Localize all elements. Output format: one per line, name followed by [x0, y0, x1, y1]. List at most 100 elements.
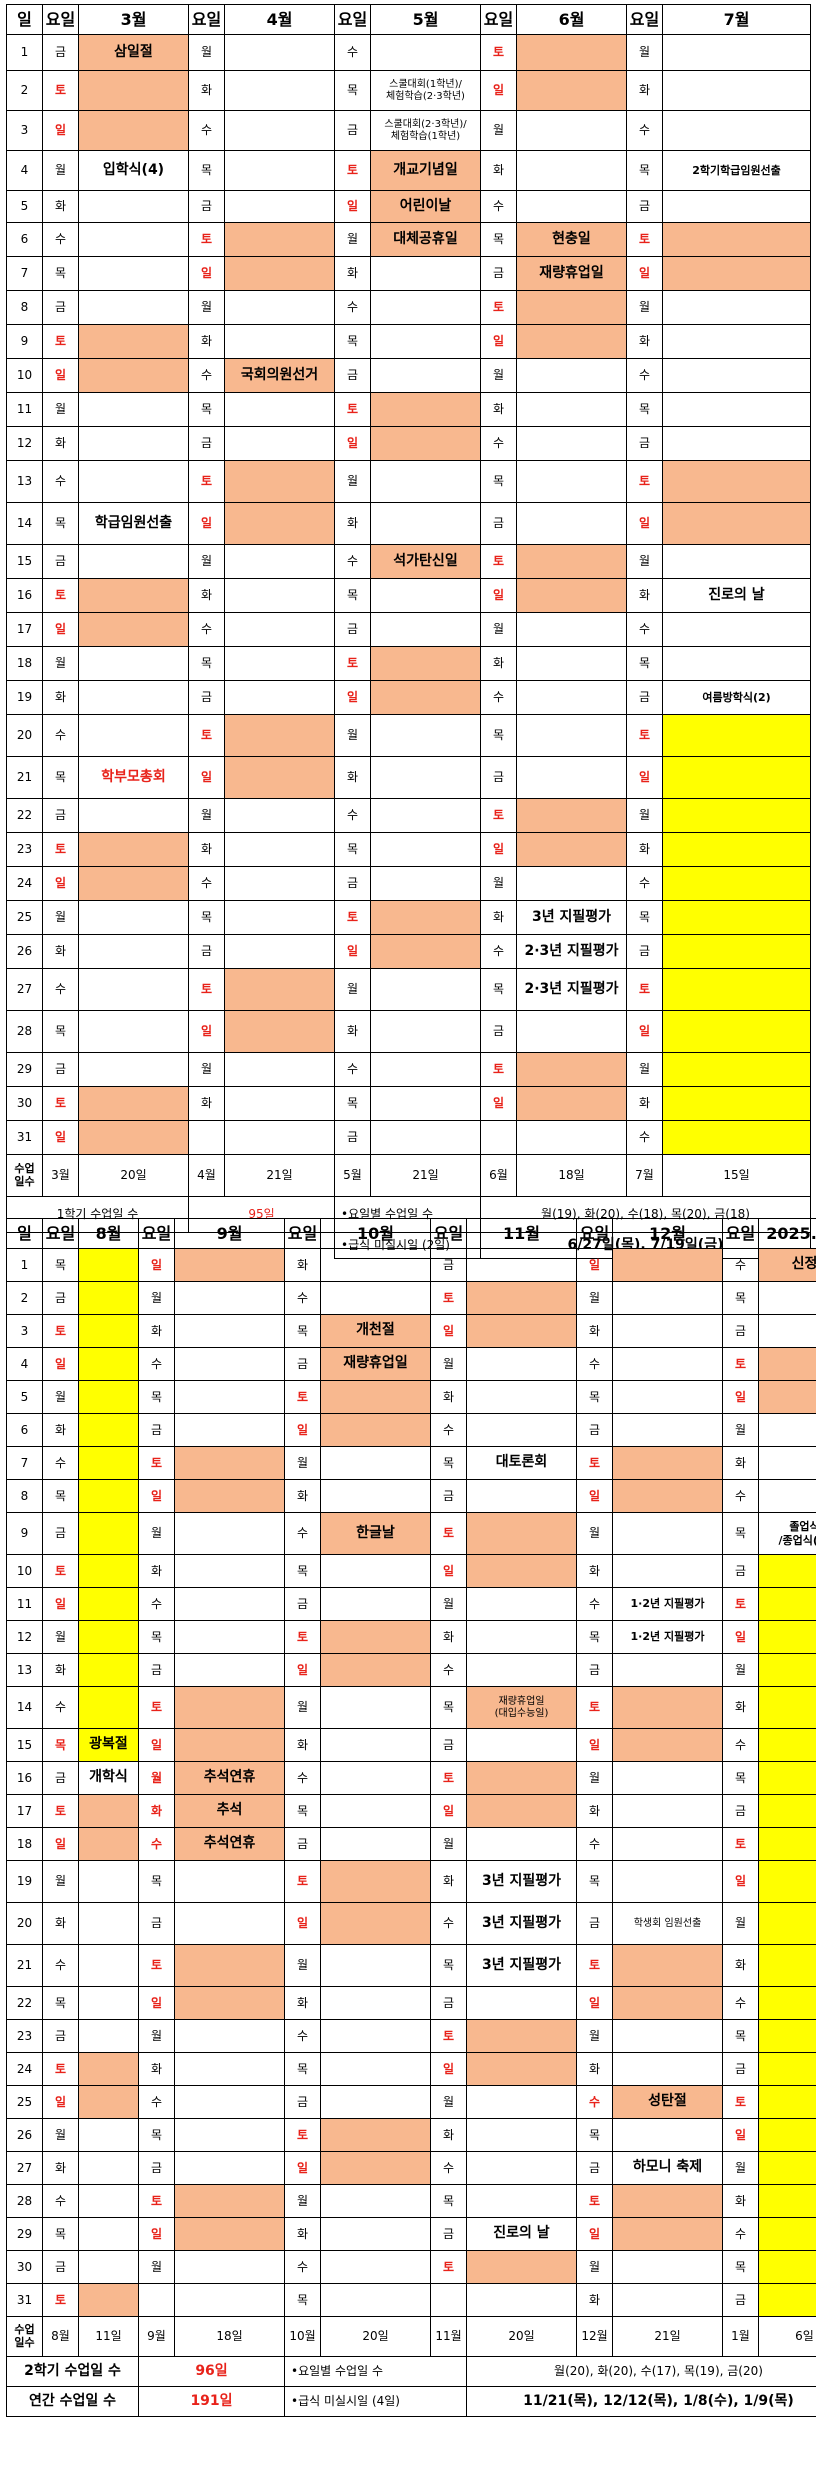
day-number: 24 — [6, 2052, 43, 2086]
weekday-cell: 금 — [42, 1281, 79, 1315]
weekday-cell: 화 — [138, 1554, 175, 1588]
weekday-cell: 월 — [430, 2085, 467, 2119]
weekday-cell: 목 — [576, 1380, 613, 1414]
event-cell — [466, 1587, 577, 1621]
event-cell — [758, 1587, 816, 1621]
weekday-cell: 월 — [138, 2250, 175, 2284]
event-cell — [320, 1860, 431, 1903]
weekday-cell: 화 — [188, 1086, 225, 1121]
weekday-cell: 일 — [42, 1587, 79, 1621]
weekday-cell: 일 — [480, 578, 517, 613]
class-days-month: 12월 — [576, 2316, 613, 2357]
weekday-cell: 목 — [334, 578, 371, 613]
weekday-cell: 금 — [138, 1902, 175, 1945]
day-number: 9 — [6, 1512, 43, 1555]
day-row: 18 일 수 추석연휴 금 월 수 토 — [6, 1827, 816, 1861]
event-cell — [320, 1728, 431, 1762]
event-cell — [466, 1986, 577, 2020]
event-cell: 졸업식/종업식(2) — [758, 1512, 816, 1555]
event-cell — [466, 1761, 577, 1795]
event-cell — [612, 2217, 723, 2251]
event-cell — [466, 1512, 577, 1555]
weekday-cell: 일 — [284, 1413, 321, 1447]
weekday-cell: 화 — [480, 646, 517, 681]
day-number: 19 — [6, 680, 43, 715]
event-cell — [78, 1587, 139, 1621]
event-cell: 3년 지필평가 — [466, 1944, 577, 1987]
event-cell — [370, 502, 481, 545]
event-cell — [224, 1086, 335, 1121]
weekday-cell: 목 — [430, 1446, 467, 1480]
event-cell — [224, 612, 335, 647]
day-row: 19 화 금 일 수 금 여름방학식(2) — [6, 680, 811, 715]
day-row: 21 수 토 월 목 3년 지필평가 토 화 — [6, 1944, 816, 1987]
day-number: 29 — [6, 2217, 43, 2251]
day-number: 3 — [6, 1314, 43, 1348]
day-number: 19 — [6, 1860, 43, 1903]
weekday-cell: 월 — [188, 798, 225, 833]
weekday-cell: 금 — [188, 426, 225, 461]
weekday-cell: 화 — [138, 1314, 175, 1348]
weekday-cell: 금 — [430, 2217, 467, 2251]
day-row: 16 토 화 목 일 화 진로의 날 — [6, 578, 811, 613]
event-cell — [466, 1248, 577, 1282]
event-cell — [370, 426, 481, 461]
weekday-cell: 금 — [626, 934, 663, 969]
weekday-cell: 수 — [626, 612, 663, 647]
weekday-cell: 일 — [334, 680, 371, 715]
weekday-cell: 화 — [42, 1653, 79, 1687]
event-cell — [78, 1347, 139, 1381]
day-number: 18 — [6, 646, 43, 681]
event-cell — [224, 646, 335, 681]
weekday-cell: 화 — [188, 832, 225, 867]
weekday-cell: 일 — [430, 2052, 467, 2086]
weekday-cell: 화 — [430, 2118, 467, 2152]
year-row: 연간 수업일 수 191일 •급식 미실시일 (4일) 11/21(목), 12/12… — [6, 2386, 816, 2417]
event-cell — [174, 1413, 285, 1447]
event-cell — [466, 1347, 577, 1381]
day-number: 4 — [6, 150, 43, 191]
class-days-month: 1월 — [722, 2316, 759, 2357]
event-cell: 추석연휴 — [174, 1827, 285, 1861]
weekday-cell: 수 — [480, 190, 517, 223]
event-cell — [516, 34, 627, 71]
weekday-cell: 목 — [42, 1248, 79, 1282]
event-cell — [758, 1686, 816, 1729]
day-number: 21 — [6, 756, 43, 799]
weekday-cell: 화 — [334, 756, 371, 799]
day-row: 19 월 목 토 화 3년 지필평가 목 일 — [6, 1860, 816, 1903]
weekday-cell: 월 — [138, 2019, 175, 2053]
event-cell — [662, 646, 811, 681]
event-cell — [320, 1554, 431, 1588]
event-cell — [516, 832, 627, 867]
day-row: 27 수 토 월 목 2·3년 지필평가 토 — [6, 968, 811, 1011]
header-cell: 일 — [6, 4, 43, 35]
day-number: 28 — [6, 1010, 43, 1053]
weekday-cell: 화 — [626, 70, 663, 111]
weekday-cell — [480, 1120, 517, 1155]
weekday-cell: 월 — [42, 150, 79, 191]
day-row: 6 수 토 월 대체공휴일 목 현충일 토 — [6, 222, 811, 257]
weekday-cell: 금 — [722, 2283, 759, 2317]
event-cell — [370, 756, 481, 799]
day-row: 3 토 화 목 개천절 일 화 금 — [6, 1314, 816, 1348]
event-cell — [224, 502, 335, 545]
weekday-cell: 일 — [138, 1986, 175, 2020]
event-cell — [224, 544, 335, 579]
weekday-cell: 월 — [138, 1281, 175, 1315]
class-days-month: 6월 — [480, 1154, 517, 1197]
header-cell: 3월 — [78, 4, 189, 35]
event-cell — [758, 1620, 816, 1654]
weekday-cell: 수 — [722, 1728, 759, 1762]
event-cell — [370, 324, 481, 359]
event-cell: 진로의 날 — [466, 2217, 577, 2251]
event-cell — [370, 900, 481, 935]
event-cell: 3년 지필평가 — [466, 1860, 577, 1903]
event-cell — [370, 798, 481, 833]
weekday-cell: 수 — [480, 680, 517, 715]
event-cell — [78, 1281, 139, 1315]
weekday-cell: 일 — [480, 832, 517, 867]
weekday-cell: 토 — [188, 714, 225, 757]
weekday-cell: 토 — [42, 1314, 79, 1348]
